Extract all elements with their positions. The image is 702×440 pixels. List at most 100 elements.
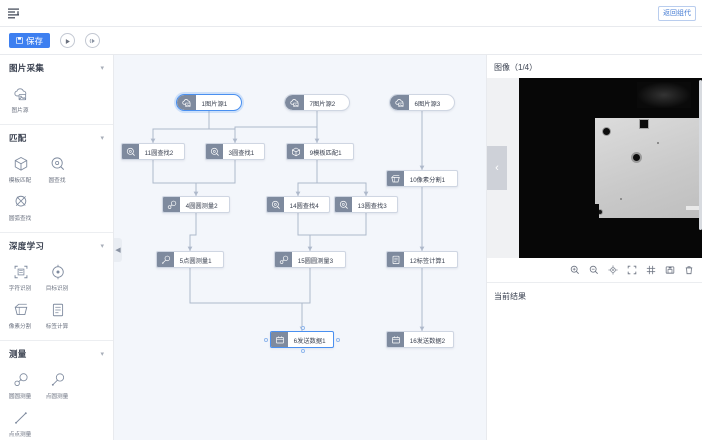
node-port-right[interactable] <box>336 338 340 342</box>
segment-basket-icon <box>387 171 404 186</box>
sidebar-collapse-handle[interactable]: ◀ <box>114 238 122 262</box>
hole-small-top-left <box>602 127 611 136</box>
image-panel-title: 图像（1/4） <box>494 63 538 72</box>
delete-icon[interactable] <box>683 264 694 275</box>
circle-circle-measure-icon <box>275 252 292 267</box>
sidebar-tool-object-detect[interactable]: 目标识别 <box>39 258 76 296</box>
chevron-left-icon[interactable]: ‹ <box>487 146 507 190</box>
glow-top <box>637 82 691 108</box>
sidebar-tool-image-source[interactable]: 图片源 <box>2 80 39 118</box>
flow-node-label: 10像素分割1 <box>409 176 446 184</box>
sidebar-section-header[interactable]: 测量 ▾ <box>0 341 113 363</box>
node-port-top[interactable] <box>301 326 305 330</box>
menu-list-icon[interactable] <box>6 6 22 20</box>
flow-node[interactable]: 14圆查找4 <box>266 196 330 213</box>
sidebar-tool-label: 点点测量 <box>9 432 32 438</box>
flow-node[interactable]: 11圆查找2 <box>121 143 185 160</box>
sidebar-tool-grid: 图片源 <box>0 77 113 118</box>
pan-move-icon[interactable] <box>607 264 618 275</box>
hole-center <box>631 152 642 163</box>
sidebar-tool-label: 标签计算 <box>46 324 69 330</box>
sidebar-section-header[interactable]: 图片采集 ▾ <box>0 55 113 77</box>
sidebar-tool-label: 字符识别 <box>9 286 32 292</box>
flow-canvas[interactable]: 1图片源1 7图片源2 6图片源3 11圆查找 <box>114 55 486 440</box>
flow-node[interactable]: 12标签计算1 <box>386 251 458 268</box>
back-button[interactable]: 返回组代 <box>658 5 696 21</box>
flow-node-label: 14圆查找4 <box>289 202 319 210</box>
sidebar-tool-label: 像素分割 <box>9 324 32 330</box>
floppy-disk-icon <box>16 36 23 46</box>
sidebar-tool-pixel-segment[interactable]: 像素分割 <box>2 296 39 334</box>
small-dot-a <box>657 142 659 144</box>
flow-node[interactable]: 13圆查找3 <box>334 196 398 213</box>
top-bar: 返回组代 <box>0 0 702 27</box>
sidebar-section-title: 匹配 <box>9 133 27 143</box>
flow-node-label: 12标签计算1 <box>409 257 446 265</box>
fit-screen-icon[interactable] <box>626 264 637 275</box>
image-preview[interactable]: ‹ <box>487 78 702 258</box>
sidebar-tool-label: 目标识别 <box>46 286 69 292</box>
flow-node[interactable]: 6发送数据1 <box>264 326 340 353</box>
sidebar-section-image-acquisition: 图片采集 ▾ 图片源 <box>0 55 113 125</box>
play-circle-icon <box>64 32 71 50</box>
sidebar-section-header[interactable]: 匹配 ▾ <box>0 125 113 147</box>
chevron-down-icon[interactable]: ▾ <box>100 351 104 358</box>
circle-search-icon <box>122 144 139 159</box>
flow-node[interactable]: 4圆圆测量2 <box>162 196 230 213</box>
sidebar-tool-template-match[interactable]: 模板匹配 <box>2 150 39 188</box>
flow-node-label: 15圆圆测量3 <box>297 257 334 265</box>
sidebar-section-title: 深度学习 <box>9 241 45 251</box>
flow-node[interactable]: 5点圆测量1 <box>156 251 224 268</box>
grid-icon[interactable] <box>645 264 656 275</box>
sidebar-tool-circle-circle-measure[interactable]: 圆圆测量 <box>2 366 39 404</box>
sidebar-tool-point-circle-measure[interactable]: 点圆测量 <box>39 366 76 404</box>
bright-strip <box>686 206 702 210</box>
chevron-down-icon[interactable]: ▾ <box>100 65 104 72</box>
current-result-title: 当前结果 <box>494 292 526 301</box>
flow-edges <box>150 111 425 331</box>
run-once-button[interactable] <box>85 33 101 48</box>
ocr-frame-icon <box>12 263 30 281</box>
sidebar-tool-arc-find[interactable]: 圆弧查找 <box>2 188 39 226</box>
flow-node-label: 1图片源1 <box>201 100 228 108</box>
send-data-icon <box>271 332 288 347</box>
flow-node-label: 6发送数据1 <box>293 337 326 345</box>
node-port-left[interactable] <box>264 338 268 342</box>
point-point-measure-icon <box>12 409 30 427</box>
flow-node[interactable]: 10像素分割1 <box>386 170 458 187</box>
chevron-down-icon[interactable]: ▾ <box>100 243 104 250</box>
node-port-bottom[interactable] <box>301 349 305 353</box>
image-canvas <box>519 78 702 258</box>
sidebar-tool-label-calc[interactable]: 标签计算 <box>39 296 76 334</box>
flow-node-label: 9模板匹配1 <box>309 149 342 157</box>
sidebar-section-matching: 匹配 ▾ 模板匹配 <box>0 125 113 233</box>
sidebar-tool-circle-find[interactable]: 圆查找 <box>39 150 76 188</box>
flow-node[interactable]: 7图片源2 <box>284 94 350 111</box>
sidebar-section-title: 测量 <box>9 349 27 359</box>
sidebar-tool-label: 图片源 <box>12 108 29 114</box>
cloud-image-icon <box>177 95 196 110</box>
label-list-icon <box>49 301 67 319</box>
arc-search-icon <box>12 193 30 211</box>
save-image-icon[interactable] <box>664 264 675 275</box>
zoom-out-icon[interactable] <box>588 264 599 275</box>
save-button[interactable]: 保存 <box>9 33 51 48</box>
panel-divider <box>487 282 702 283</box>
flow-node[interactable]: 9模板匹配1 <box>286 143 354 160</box>
sidebar-section-header[interactable]: 深度学习 ▾ <box>0 233 113 255</box>
run-button[interactable] <box>60 32 76 50</box>
flow-node[interactable]: 1图片源1 <box>176 94 242 111</box>
flow-node[interactable]: 16发送数据2 <box>386 331 454 348</box>
cube-icon <box>12 155 30 173</box>
flow-node[interactable]: 6图片源3 <box>389 94 455 111</box>
square-marker <box>639 119 649 129</box>
image-scrollbar[interactable] <box>699 80 702 230</box>
zoom-in-icon[interactable] <box>569 264 580 275</box>
point-circle-measure-icon <box>157 252 174 267</box>
sidebar-tool-ocr[interactable]: 字符识别 <box>2 258 39 296</box>
chevron-down-icon[interactable]: ▾ <box>100 135 104 142</box>
flow-node[interactable]: 15圆圆测量3 <box>274 251 346 268</box>
part-silhouette <box>595 118 702 218</box>
flow-node[interactable]: 3圆查找1 <box>205 143 265 160</box>
sidebar-tool-point-point-measure[interactable]: 点点测量 <box>2 404 39 440</box>
